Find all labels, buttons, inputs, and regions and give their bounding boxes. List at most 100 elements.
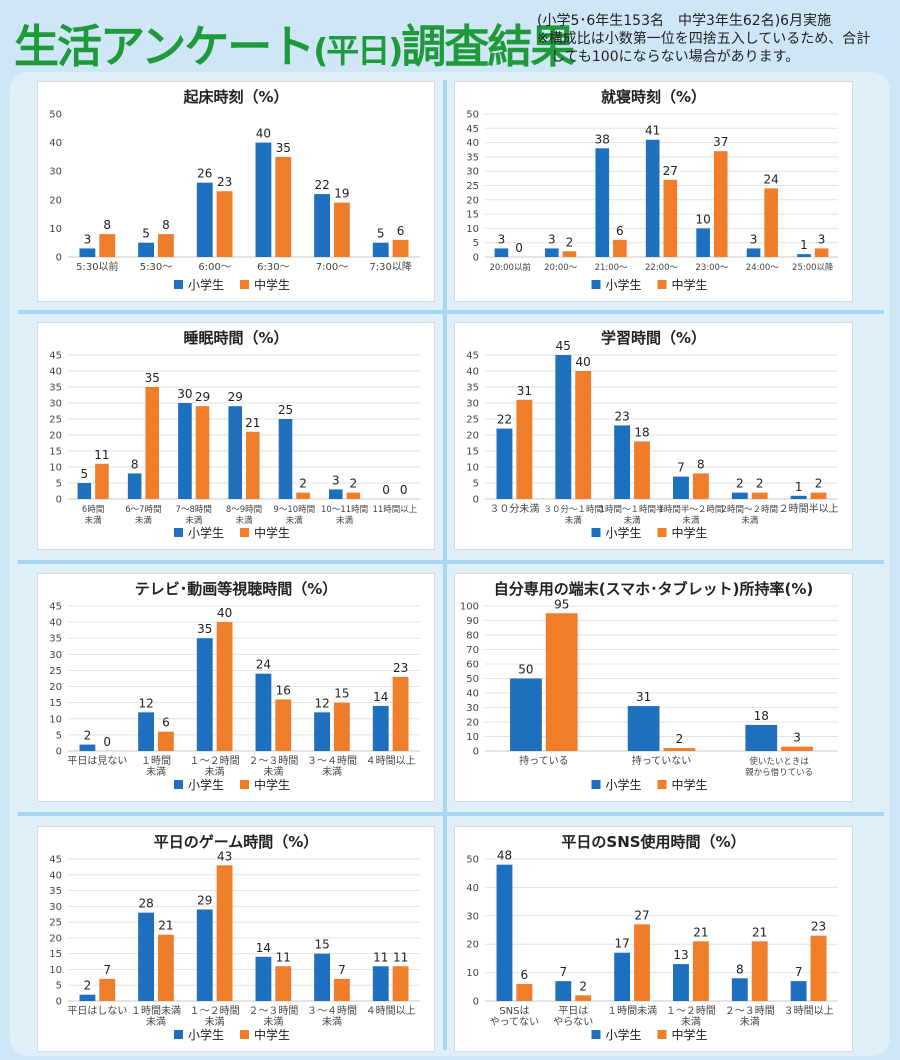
legend-swatch [657, 280, 667, 289]
x-tick-label: 持っていない [632, 754, 692, 767]
y-tick-label: 35 [49, 383, 62, 394]
y-tick-label: 0 [473, 997, 479, 1008]
x-tick-label: 未満 [336, 515, 354, 526]
y-tick-label: 45 [466, 351, 479, 362]
x-tick-label: 20:00以前 [489, 262, 531, 273]
bar [692, 473, 709, 499]
y-tick-label: 30 [466, 167, 479, 178]
x-tick-label: 7:00～ [316, 262, 348, 273]
y-tick-label: 20 [49, 431, 62, 442]
y-tick-label: 30 [49, 650, 62, 661]
bar [246, 431, 260, 499]
chart-title: 平日のゲーム時間（%） [154, 833, 319, 851]
x-tick-label: 6～7時間 [125, 505, 161, 515]
bar [275, 699, 292, 751]
x-tick-label: 未満 [185, 515, 203, 526]
x-tick-label: 未満 [146, 766, 166, 778]
y-tick-label: 25 [466, 415, 479, 426]
x-tick-label: 7:30以降 [369, 260, 411, 273]
legend-swatch [591, 1030, 601, 1039]
bar [216, 865, 233, 1001]
bar [278, 419, 293, 499]
bar [790, 981, 807, 1001]
bar [138, 242, 154, 257]
x-tick-label: 10～11時間 [321, 505, 368, 515]
bar [745, 724, 778, 751]
bar [545, 613, 578, 751]
legend-swatch [591, 528, 601, 537]
y-tick-label: 50 [466, 855, 479, 866]
y-tick-label: 20 [466, 940, 479, 951]
x-tick-label: 20:00～ [544, 263, 577, 273]
data-label: 25 [278, 403, 293, 417]
divider-horizontal-1 [18, 310, 884, 314]
y-tick-label: 40 [466, 689, 479, 700]
data-label: 0 [382, 483, 390, 497]
note-line-2: ※構成比は小数第一位を四捨五入しているため、合計 [537, 31, 871, 47]
x-tick-label: ２～３時間 [725, 1005, 775, 1017]
data-label: 5 [81, 467, 89, 481]
bar [79, 744, 96, 751]
y-tick-label: 0 [56, 997, 62, 1008]
data-label: 31 [636, 690, 651, 704]
y-tick-label: 40 [466, 138, 479, 149]
x-tick-label: １時間未満 [607, 1005, 657, 1017]
bar [158, 934, 174, 1001]
x-tick-label: 未満 [740, 1016, 760, 1028]
x-tick-label: 2時間～２時間 [722, 505, 778, 515]
x-tick-label: ４時間以上 [366, 1005, 416, 1017]
x-tick-label: やらない [553, 1016, 593, 1028]
y-tick-label: 20 [466, 718, 479, 729]
data-label: 23 [393, 661, 408, 675]
x-tick-label: １時間 [141, 755, 171, 767]
divider-horizontal-3 [18, 812, 884, 816]
data-label: 2 [566, 235, 574, 249]
y-tick-label: 25 [466, 181, 479, 192]
chart-svg: 自分専用の端末(スマホ･タブレット)所持率(%) 0 10 20 30 40 50 60 70 8… [460, 580, 838, 792]
bar [255, 142, 272, 257]
x-tick-label: 未満 [85, 515, 103, 526]
bar [216, 622, 233, 751]
data-label: 23 [217, 175, 232, 189]
bar [713, 151, 728, 257]
data-label: 6 [521, 968, 529, 982]
legend-swatch [591, 780, 601, 789]
y-tick-label: 10 [466, 463, 479, 474]
data-label: 23 [615, 409, 630, 423]
data-label: 38 [595, 132, 610, 146]
bar [275, 966, 292, 1001]
bar [751, 941, 768, 1001]
bar [810, 935, 827, 1001]
y-tick-label: 35 [466, 383, 479, 394]
data-label: 8 [103, 218, 111, 232]
legend-label: 小学生 [606, 1027, 642, 1042]
y-tick-label: 0 [56, 495, 62, 506]
x-tick-label: 11時間以上 [372, 505, 417, 515]
bar [145, 387, 160, 499]
data-label: 12 [138, 696, 153, 710]
bar [158, 234, 174, 257]
y-tick-label: 10 [49, 224, 62, 235]
bar [510, 678, 542, 751]
chart-title: 睡眠時間（%） [183, 329, 288, 347]
y-tick-label: 5 [56, 981, 62, 992]
x-tick-label: 7～8時間 [176, 505, 212, 515]
x-tick-label: 未満 [565, 515, 583, 526]
legend-label: 小学生 [188, 277, 224, 292]
data-label: 22 [314, 178, 329, 192]
bar [575, 371, 592, 499]
bar [372, 705, 389, 751]
bar [810, 492, 827, 499]
data-label: 30 [177, 387, 192, 401]
x-tick-label: ３０分未満 [489, 503, 539, 515]
chart-wake-time: 起床時刻（%） 0 10 20 30 40 50 3 8 5:30以前 5 8 5:30～ 26 23 6:0… [37, 81, 435, 302]
bar [392, 966, 409, 1001]
note-line-1: (小学5･6年生153名 中学3年生62名)6月実施 [537, 13, 832, 29]
bar [346, 492, 361, 499]
data-label: 8 [697, 457, 705, 471]
x-tick-label: ３～４時間 [307, 755, 357, 767]
y-tick-label: 10 [49, 965, 62, 976]
data-label: 2 [84, 979, 92, 993]
data-label: 41 [645, 124, 660, 138]
